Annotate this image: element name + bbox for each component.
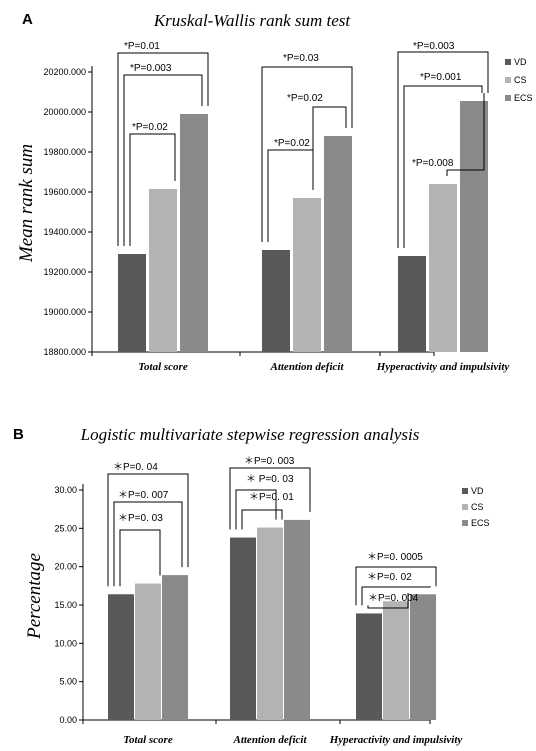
panel-b-legend-swatch-ecs [462, 520, 468, 526]
panel-a-bar-ecs-1 [324, 136, 352, 352]
panel-b-legend-swatch-vd [462, 488, 468, 494]
panel-b: B Logistic multivariate stepwise regressi… [13, 425, 490, 746]
panel-a-legend-swatch-vd [505, 59, 511, 65]
panel-b-title: Logistic multivariate stepwise regressio… [80, 425, 420, 444]
panel-b-legend-label-ecs: ECS [471, 518, 490, 528]
panel-b-bar-vd-0 [108, 594, 134, 720]
panel-a-legend-label-vd: VD [514, 57, 527, 67]
panel-a-significance-bracket [446, 93, 485, 176]
panel-b-ytick-label: 5.00 [59, 677, 77, 687]
panel-a-significance-bracket [312, 106, 347, 190]
panel-b-bar-cs-2 [383, 601, 409, 720]
panel-b-category-label: Hyperactivity and impulsivity [329, 734, 463, 746]
panel-b-p-value-label: ＊P=0. 007 [118, 490, 169, 501]
panel-a-title: Kruskal-Wallis rank sum test [153, 11, 352, 30]
panel-a-bar-ecs-0 [180, 114, 208, 352]
panel-b-bar-vd-1 [230, 537, 256, 720]
panel-b-significance-bracket [241, 509, 283, 530]
panel-a-label: A [22, 11, 33, 28]
panel-a-bar-vd-1 [262, 250, 290, 352]
panel-b-ytick-label: 10.00 [54, 638, 77, 648]
panel-b-bar-cs-1 [257, 527, 283, 720]
panel-b-significance-bracket [355, 566, 437, 606]
panel-b-significance-bracket [119, 529, 161, 587]
panel-b-p-value-label: ＊P=0. 004 [368, 593, 419, 604]
panel-b-bar-cs-0 [135, 583, 161, 720]
panel-a-significance-bracket [267, 149, 314, 242]
panel-a-p-value-label: *P=0.001 [420, 72, 462, 83]
panel-b-p-value-label: ＊P=0. 01 [249, 492, 294, 503]
panel-a-p-value-label: *P=0.02 [274, 138, 310, 149]
panel-b-p-value-label: ＊ P=0. 03 [246, 474, 294, 485]
panel-a-p-value-label: *P=0.003 [413, 41, 455, 52]
panel-a-category-label: Total score [138, 361, 188, 373]
panel-a-bar-cs-1 [293, 198, 321, 352]
panel-a-p-value-label: *P=0.02 [287, 93, 323, 104]
panel-b-bar-ecs-2 [410, 594, 436, 720]
panel-b-p-value-label: ＊P=0. 0005 [367, 552, 423, 563]
panel-b-significance-bracket [107, 473, 189, 587]
panel-a-significance-bracket [403, 85, 483, 248]
panel-b-ytick-label: 20.00 [54, 562, 77, 572]
panel-a-p-value-label: *P=0.003 [130, 63, 172, 74]
panel-a-significance-bracket [123, 74, 203, 246]
panel-b-legend-label-vd: VD [471, 486, 484, 496]
panel-a-ytick-label: 20000.000 [43, 107, 86, 117]
panel-a-significance-bracket [117, 52, 209, 246]
panel-b-bar-ecs-0 [162, 575, 188, 720]
panel-b-ytick-label: 30.00 [54, 485, 77, 495]
panel-b-label: B [13, 426, 24, 443]
panel-a-bar-vd-0 [118, 254, 146, 352]
panel-b-p-value-label: ＊P=0. 003 [244, 456, 295, 467]
panel-a-bar-cs-0 [149, 189, 177, 352]
panel-b-bar-ecs-1 [284, 519, 310, 720]
panel-a-p-value-label: *P=0.02 [132, 122, 168, 133]
panel-b-significance-bracket [361, 586, 431, 606]
panel-a-bar-cs-2 [429, 184, 457, 352]
panel-a: A Kruskal-Wallis rank sum test Mean rank s… [16, 11, 533, 373]
panel-a-legend-label-ecs: ECS [514, 93, 533, 103]
panel-b-legend-label-cs: CS [471, 502, 484, 512]
panel-a-ytick-label: 19800.000 [43, 147, 86, 157]
panel-a-ytick-label: 19000.000 [43, 307, 86, 317]
panel-a-legend-label-cs: CS [514, 75, 527, 85]
panel-a-p-value-label: *P=0.008 [412, 158, 454, 169]
panel-b-ytick-label: 25.00 [54, 523, 77, 533]
panel-b-significance-bracket [229, 467, 311, 530]
panel-b-legend-swatch-cs [462, 504, 468, 510]
panel-b-ylabel: Percentage [24, 553, 45, 640]
panel-a-category-label: Attention deficit [269, 361, 344, 373]
panel-a-ytick-label: 20200.000 [43, 67, 86, 77]
panel-a-significance-bracket [129, 133, 176, 246]
panel-a-ytick-label: 19400.000 [43, 227, 86, 237]
panel-b-significance-bracket [367, 593, 409, 609]
panel-b-p-value-label: ＊P=0. 02 [367, 572, 412, 583]
panel-a-bar-ecs-2 [460, 101, 488, 352]
panel-b-significance-bracket [235, 489, 277, 530]
panel-b-p-value-label: ＊P=0. 03 [118, 513, 163, 524]
panel-b-bar-vd-2 [356, 613, 382, 720]
panel-a-bar-vd-2 [398, 256, 426, 352]
panel-b-ytick-label: 15.00 [54, 600, 77, 610]
panel-a-significance-bracket [261, 66, 353, 242]
panel-a-p-value-label: *P=0.01 [124, 41, 160, 52]
panel-b-p-value-label: ＊P=0. 04 [113, 462, 158, 473]
panel-a-ytick-label: 18800.000 [43, 347, 86, 357]
panel-a-category-label: Hyperactivity and impulsivity [376, 361, 510, 373]
panel-b-ytick-label: 0.00 [59, 715, 77, 725]
panel-a-ytick-label: 19600.000 [43, 187, 86, 197]
panel-a-p-value-label: *P=0.03 [283, 53, 319, 64]
panel-a-ytick-label: 19200.000 [43, 267, 86, 277]
panel-a-legend-swatch-cs [505, 77, 511, 83]
panel-a-significance-bracket [397, 51, 489, 248]
panel-a-ylabel: Mean rank sum [16, 144, 37, 263]
panel-a-legend-swatch-ecs [505, 95, 511, 101]
panel-b-significance-bracket [113, 501, 183, 587]
panel-b-category-label: Total score [123, 734, 173, 746]
panel-b-category-label: Attention deficit [232, 734, 307, 746]
